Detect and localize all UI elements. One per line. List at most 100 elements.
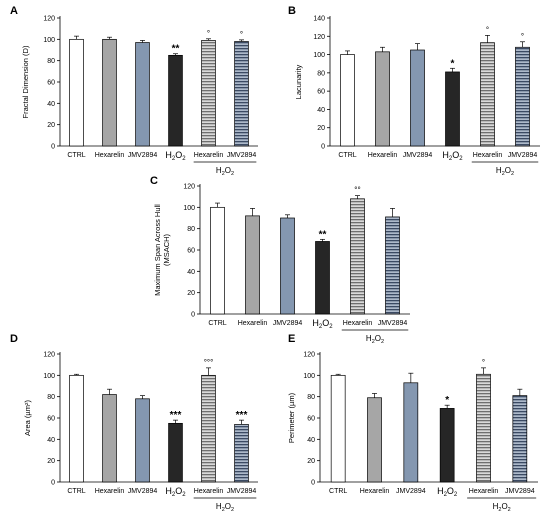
chart-panel-A: A 0 20 40 60 80 100 120 Fractal Dimension (D) CTR… [10,5,258,177]
y-tick-label: 40 [187,269,195,276]
category-label: JMV2894 [128,488,158,495]
bar-4 [350,198,365,315]
y-tick-label: 20 [187,290,195,297]
bar-3 [439,408,455,483]
bar-5 [385,216,400,315]
y-tick-label: 20 [47,122,55,129]
bar-5 [515,46,530,147]
bar-0 [330,374,346,483]
category-label: JMV2894 [227,488,257,495]
y-tick-label: 20 [307,458,315,465]
y-tick-label: 100 [303,373,315,380]
bar-2 [135,42,150,147]
y-tick-label: 80 [187,226,195,233]
y-tick-label: 80 [317,70,325,77]
category-label: Hexarelin [343,320,373,327]
category-label: CTRL [208,320,226,327]
y-tick-label: 0 [51,144,55,151]
category-label: H2O2 [312,318,333,330]
category-label: JMV2894 [396,488,426,495]
bar-1 [102,38,117,147]
significance-label: ° [240,30,243,39]
category-label: Hexarelin [360,488,390,495]
category-label: H2O2 [437,486,458,498]
significance-label: ** [319,229,327,240]
y-axis-label: Area (µm²) [23,400,32,436]
category-label: H2O2 [442,150,463,162]
category-label: Hexarelin [473,152,503,159]
significance-label: *** [236,410,248,421]
category-label: Hexarelin [95,152,125,159]
category-label: JMV2894 [227,152,257,159]
y-tick-label: 0 [191,312,195,319]
significance-label: *** [170,410,182,421]
y-tick-label: 40 [47,437,55,444]
category-label: CTRL [67,488,85,495]
bar-3 [168,422,183,483]
bar-3 [315,241,330,315]
category-label: CTRL [338,152,356,159]
category-label: Hexarelin [368,152,398,159]
y-tick-label: 100 [43,37,55,44]
y-axis-label: Perimeter (µm) [287,392,296,443]
significance-label: ° [482,358,485,367]
category-label: Hexarelin [95,488,125,495]
significance-label: ** [172,44,180,55]
y-tick-label: 20 [47,458,55,465]
category-label: Hexarelin [194,152,224,159]
bar-1 [102,394,117,483]
category-label: JMV2894 [273,320,303,327]
y-tick-label: 140 [313,16,325,23]
y-tick-label: 60 [307,416,315,423]
significance-label: ° [207,29,210,38]
y-tick-label: 60 [187,248,195,255]
bar-2 [280,217,295,315]
bar-4 [476,373,491,483]
y-tick-label: 0 [321,144,325,151]
category-label: H2O2 [165,150,186,162]
significance-label: °°° [204,358,214,367]
category-label: Hexarelin [194,488,224,495]
y-tick-label: 20 [317,125,325,132]
bar-5 [234,41,249,147]
panel-label: A [10,5,18,17]
y-tick-label: 120 [183,184,195,191]
group-label: H2O2 [493,502,511,512]
chart-panel-B: B 0 20 40 60 80 100 120 140 Lacunarity CTRL Hexarel… [288,5,540,177]
y-tick-label: 120 [43,16,55,23]
y-tick-label: 40 [317,107,325,114]
y-tick-label: 120 [303,352,315,359]
category-label: JMV2894 [508,152,538,159]
y-tick-label: 60 [47,416,55,423]
category-label: JMV2894 [128,152,158,159]
group-label: H2O2 [496,166,514,177]
y-tick-label: 0 [311,480,315,487]
category-label: H2O2 [165,486,186,498]
category-label: JMV2894 [378,320,408,327]
bar-4 [201,40,216,147]
bar-2 [135,398,150,483]
bar-5 [234,424,249,483]
category-label: Hexarelin [238,320,268,327]
significance-label: °° [354,186,360,195]
bar-5 [512,395,528,483]
y-tick-label: 120 [313,34,325,41]
panel-label: E [288,333,295,345]
y-tick-label: 0 [51,480,55,487]
group-label: H2O2 [216,166,234,177]
bar-3 [445,71,460,147]
y-tick-label: 60 [317,89,325,96]
group-label: H2O2 [216,502,234,512]
panel-label: D [10,333,18,345]
category-label: CTRL [67,152,85,159]
y-tick-label: 100 [43,373,55,380]
group-label: H2O2 [366,334,384,345]
significance-label: * [445,395,449,406]
bar-2 [403,382,419,483]
y-tick-label: 100 [313,52,325,59]
bar-0 [69,38,84,147]
bar-1 [375,51,390,147]
y-tick-label: 40 [307,437,315,444]
category-label: CTRL [329,488,347,495]
